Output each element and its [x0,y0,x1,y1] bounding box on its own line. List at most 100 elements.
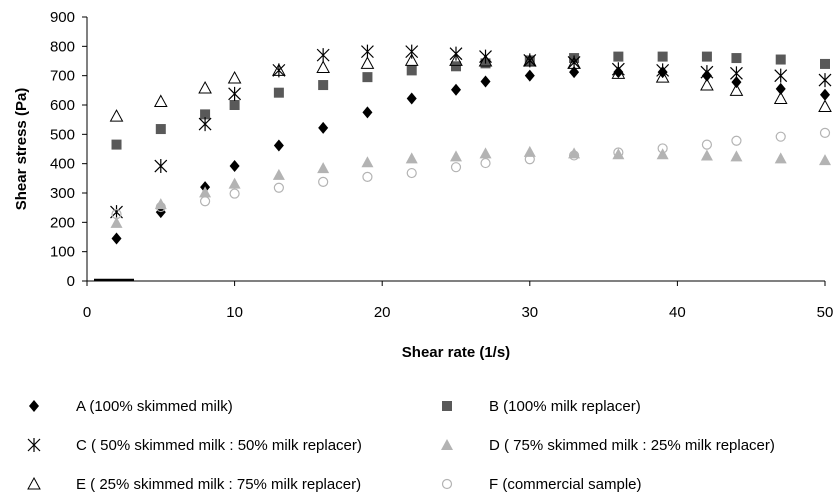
legend-item: D ( 75% skimmed milk : 25% milk replacer… [441,437,775,454]
y-tick-label: 900 [50,9,75,26]
x-ticks: 0 10 20 30 40 50 [83,281,834,321]
data-point [657,51,668,62]
legend-item: B (100% milk replacer) [442,398,641,415]
legend: A (100% skimmed milk) B (100% milk replac… [27,398,775,493]
data-point [200,109,211,120]
data-point [701,139,713,150]
data-point [569,66,580,79]
y-tick-label: 100 [50,244,75,261]
x-tick-label: 50 [817,304,834,321]
data-point [568,147,581,159]
y-axis-title: Shear stress (Pa) [13,88,30,211]
x-axis-title: Shear rate (1/s) [402,344,510,361]
data-point [700,78,714,91]
data-point [362,106,373,119]
data-point [773,91,788,105]
legend-item: A (100% skimmed milk) [29,398,233,415]
data-point [819,127,831,138]
series-f [111,127,831,220]
data-point [405,44,419,59]
data-point [198,80,212,94]
data-point [451,83,461,96]
data-point [317,162,330,174]
data-point [154,198,167,210]
y-tick-label: 200 [50,214,75,231]
data-point [613,147,624,158]
legend-label: E ( 25% skimmed milk : 75% milk replacer… [76,476,361,493]
data-point [700,65,714,80]
data-point [406,167,417,179]
data-point [774,152,787,164]
data-point [775,54,786,65]
legend-marker [441,439,453,450]
data-point [229,188,240,199]
legend-marker [27,476,41,490]
data-point [406,92,417,105]
data-point [318,176,329,187]
data-point [155,124,166,135]
y-tick-label: 500 [50,126,75,143]
data-point [480,157,491,169]
data-point [478,53,493,67]
data-point [524,154,535,165]
y-tick-label: 0 [67,273,75,290]
data-point [273,182,284,193]
legend-item: C ( 50% skimmed milk : 50% milk replacer… [27,437,362,454]
data-point [731,135,742,146]
legend-marker [27,438,41,452]
data-point [109,109,124,122]
legend-label: B (100% milk replacer) [489,398,641,415]
data-point [110,216,123,228]
legend-label: A (100% skimmed milk) [76,398,233,415]
y-tick-label: 700 [50,68,75,85]
data-point [731,53,742,64]
data-point [820,58,830,69]
data-point [316,48,330,63]
data-point [154,159,168,174]
data-point [568,150,580,161]
data-point [155,201,166,213]
y-tick-label: 300 [50,185,75,202]
data-point [450,162,462,173]
data-point [731,76,742,89]
y-ticks: 0 100 200 300 400 500 600 700 800 900 [50,9,87,290]
data-point [318,121,329,134]
data-point [611,66,626,79]
plot-area: 0 10 20 30 40 50 0 100 200 300 400 500 600 700 800 900 [50,9,833,321]
legend-item: F (commercial sample) [441,476,642,493]
legend-label: F (commercial sample) [489,476,642,493]
data-point [228,86,242,101]
data-point [153,94,168,107]
legend-marker [441,478,453,490]
data-point [730,66,743,81]
data-point [362,72,373,83]
series-c [110,44,832,220]
x-tick-label: 30 [521,304,538,321]
legend-label: D ( 75% skimmed milk : 25% milk replacer… [489,437,775,454]
x-tick-label: 0 [83,304,91,321]
data-point [199,186,212,198]
data-point [818,99,832,112]
data-point [111,209,122,220]
data-point [729,83,744,96]
data-point [318,80,329,91]
data-point [229,100,240,110]
data-point [656,148,669,160]
data-point [479,49,492,64]
data-point [613,51,624,62]
x-tick-label: 20 [374,304,391,321]
legend-label: C ( 50% skimmed milk : 50% milk replacer… [76,437,362,454]
data-point [818,73,832,88]
data-point [657,143,668,154]
data-point [229,160,240,173]
data-point [522,53,537,67]
data-point [523,145,536,157]
data-point [774,68,788,83]
data-point [198,117,212,132]
data-point [701,51,712,62]
data-point [272,63,286,76]
y-tick-label: 400 [50,156,75,173]
data-point [820,88,830,101]
series-d [110,145,831,228]
data-point [449,53,463,66]
